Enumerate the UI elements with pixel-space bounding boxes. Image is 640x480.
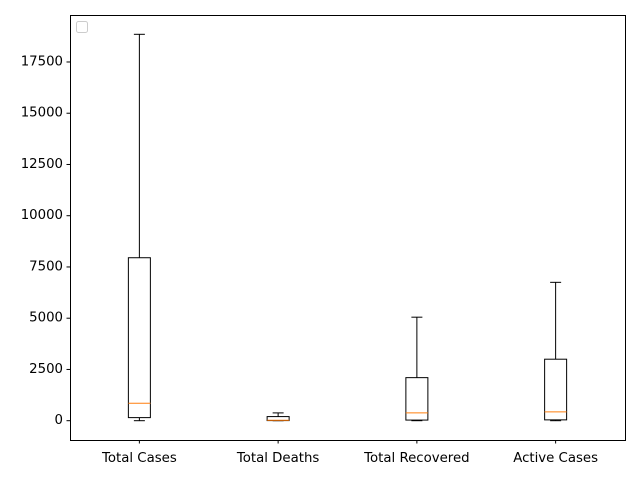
y-axis: 0 2500 5000 7500 10000 12500 15000 17500 — [21, 54, 70, 428]
y-tick-label: 2500 — [29, 362, 63, 377]
iqr-box — [405, 377, 429, 421]
x-tick-label: Total Recovered — [363, 451, 469, 466]
y-tick-label: 5000 — [29, 311, 63, 326]
x-tick-label: Total Deaths — [236, 451, 319, 466]
y-tick-label: 12500 — [21, 157, 63, 172]
plot-area-frame — [70, 15, 626, 441]
plot-layer — [127, 33, 568, 422]
iqr-box — [127, 257, 151, 419]
x-tick-label: Total Cases — [101, 451, 177, 466]
y-tick-label: 15000 — [21, 106, 63, 121]
y-tick-label: 17500 — [21, 54, 63, 69]
x-tick-label: Active Cases — [513, 451, 598, 466]
box-0 — [127, 33, 151, 422]
y-tick-label: 10000 — [21, 208, 63, 223]
legend-box — [76, 21, 88, 33]
y-tick-label: 0 — [55, 413, 63, 428]
iqr-box — [544, 358, 568, 421]
box-2 — [405, 316, 429, 422]
x-axis: Total Cases Total Deaths Total Recovered Ac… — [101, 440, 598, 466]
y-tick-label: 7500 — [29, 259, 63, 274]
box-3 — [544, 281, 568, 422]
box-1 — [266, 412, 290, 422]
